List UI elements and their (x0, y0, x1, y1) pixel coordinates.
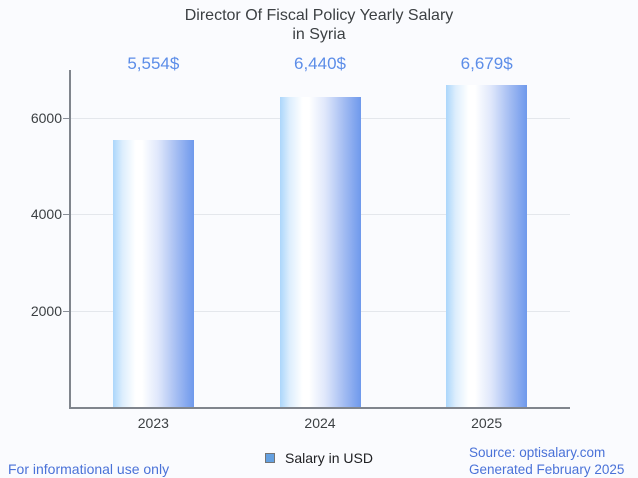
generated-text: Generated February 2025 (469, 462, 625, 477)
xtick-label-2025: 2025 (471, 415, 503, 431)
bar-2024[interactable] (279, 96, 361, 407)
chart-title: Director Of Fiscal Policy Yearly Salary … (0, 6, 638, 44)
chart-title-line1: Director Of Fiscal Policy Yearly Salary (184, 7, 454, 24)
ytick-mark-6000 (63, 118, 70, 120)
chart-title-line2: in Syria (292, 26, 346, 43)
legend[interactable]: Salary in USD (0, 450, 638, 466)
legend-swatch-icon (265, 453, 276, 463)
ytick-label-2000: 2000 (30, 302, 62, 319)
source-block: Source: optisalary.com Generated Februar… (469, 444, 624, 478)
ytick-mark-2000 (63, 310, 70, 312)
bar-2025[interactable] (446, 85, 528, 407)
xtick-label-2023: 2023 (137, 415, 169, 431)
bar-2023[interactable] (112, 139, 194, 407)
source-text[interactable]: Source: optisalary.com (469, 445, 606, 460)
value-label-2025: 6,679$ (460, 54, 513, 73)
ytick-mark-4000 (63, 214, 70, 216)
x-axis-line (69, 407, 570, 409)
xtick-label-2024: 2024 (304, 415, 336, 431)
value-label-2023: 5,554$ (127, 54, 180, 73)
disclaimer-text: For informational use only (8, 461, 170, 477)
legend-label: Salary in USD (285, 450, 373, 466)
ytick-label-6000: 6000 (30, 110, 62, 127)
value-label-2024: 6,440$ (294, 54, 346, 73)
ytick-label-4000: 4000 (30, 206, 62, 223)
y-axis-line (69, 70, 71, 409)
